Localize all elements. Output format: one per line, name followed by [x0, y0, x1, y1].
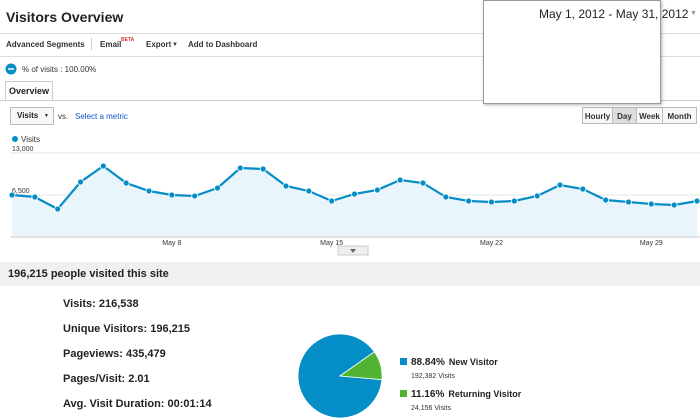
metric-value: 196,215 [150, 323, 190, 335]
separator [91, 38, 92, 50]
legend-label: 11.16% Returning Visitor [411, 389, 522, 400]
point [442, 193, 450, 201]
date-picker-panel [483, 0, 661, 104]
segment-label: % of visits : 100.00% [22, 65, 97, 74]
point [647, 200, 655, 208]
metric-name: Pages/Visit: [63, 373, 126, 385]
interval-button[interactable]: Month [662, 107, 697, 124]
point [8, 191, 16, 199]
point [693, 197, 700, 205]
point [168, 191, 176, 199]
legend-detail: 192,382 Visits [411, 373, 455, 380]
point [305, 187, 313, 195]
x-tick-label: May 8 [162, 240, 181, 247]
vs-label: vs. [58, 112, 69, 121]
point [145, 187, 153, 195]
metric-name: Pageviews: [63, 348, 123, 360]
tab[interactable]: Overview [5, 81, 53, 100]
point [77, 178, 84, 186]
metric-value: 2.01 [128, 373, 150, 385]
area [12, 166, 697, 237]
legend-swatch [400, 390, 407, 397]
point [396, 176, 404, 184]
point [510, 197, 518, 205]
section-band [0, 262, 700, 286]
metric-select[interactable]: Visits ▼ [10, 107, 54, 125]
point [282, 182, 290, 190]
point [556, 181, 564, 189]
metric-name: Unique Visitors: [63, 323, 148, 335]
metric-value: 216,538 [98, 298, 139, 310]
pie-slice [338, 351, 383, 381]
point [259, 165, 267, 173]
pie-chart: 88.84% New Visitor 192,382 Visits 11.16% Ret… [297, 333, 522, 419]
point [31, 193, 39, 201]
metric-label: Pages/Visit: 2.01 [63, 373, 150, 385]
point [625, 198, 632, 206]
point [99, 162, 107, 170]
metric-label: Avg. Visit Duration: 00:01:14 [63, 398, 212, 410]
point [465, 197, 473, 205]
legend-swatch [400, 358, 407, 365]
legend-marker [12, 136, 18, 142]
metric-value: 435,479 [125, 348, 166, 360]
legend-percent: 88.84% [411, 357, 445, 368]
divider [0, 100, 700, 101]
x-tick-label: May 29 [640, 240, 663, 247]
toolbar-item[interactable]: Export [146, 40, 172, 49]
x-tick-label: May 15 [320, 240, 343, 247]
toolbar-item[interactable]: Advanced Segments [6, 40, 85, 49]
divider [0, 56, 700, 57]
page-title: Visitors Overview [6, 9, 124, 25]
divider [0, 33, 700, 34]
metric-label: Pageviews: 435,479 [63, 348, 166, 360]
resize-handle-arrow [350, 249, 356, 253]
dropdown-arrow: ▼ [172, 42, 178, 48]
legend-category: New Visitor [449, 357, 498, 367]
point [373, 186, 381, 194]
legend-label: Visits [21, 135, 40, 144]
metric-value: 00:01:14 [167, 398, 212, 410]
metric-name: Avg. Visit Duration: [63, 398, 165, 410]
y-tick-label: 6,500 [12, 188, 30, 195]
legend-category: Returning Visitor [448, 389, 521, 399]
point [236, 164, 244, 172]
dropdown-arrow: ▼ [44, 113, 49, 119]
point [488, 198, 495, 206]
point [419, 179, 427, 187]
point [602, 196, 610, 204]
metric-select-label: Visits [17, 111, 39, 120]
section-heading: 196,215 people visited this site [8, 268, 169, 280]
point [191, 192, 199, 200]
point [328, 197, 336, 205]
point [351, 190, 358, 198]
point [670, 201, 678, 209]
badge: BETA [121, 37, 135, 43]
legend-label: 88.84% New Visitor [411, 357, 498, 368]
dropdown-arrow: ▼ [690, 10, 697, 17]
select-metric-link[interactable]: Select a metric [75, 112, 128, 121]
point [214, 184, 221, 192]
metric-label: Visits: 216,538 [63, 298, 139, 310]
point [122, 179, 130, 187]
point [533, 192, 541, 200]
metric-name: Visits: [63, 298, 96, 310]
point [54, 205, 62, 213]
toolbar-item[interactable]: Add to Dashboard [188, 40, 258, 49]
line-chart: 13,000 6,500 Visits May 8 May 15 May 22 May 29 [8, 135, 700, 256]
toolbar-item[interactable]: Email [100, 40, 122, 49]
y-tick-label: 13,000 [12, 146, 34, 153]
date-range[interactable]: May 1, 2012 - May 31, 2012 [539, 7, 689, 21]
point [579, 185, 587, 193]
metric-label: Unique Visitors: 196,215 [63, 323, 190, 335]
segment-icon [5, 63, 17, 75]
legend-percent: 11.16% [411, 389, 444, 400]
x-tick-label: May 22 [480, 240, 503, 247]
legend-detail: 24,156 Visits [411, 405, 451, 412]
